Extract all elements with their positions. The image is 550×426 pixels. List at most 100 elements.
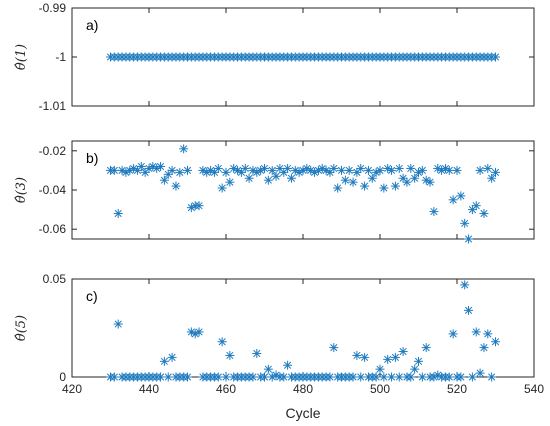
panel-b-axes	[71, 140, 535, 240]
panel-c-point	[375, 364, 385, 374]
panel-c-point	[109, 372, 119, 382]
panel-c-point	[325, 372, 335, 382]
panel-c-point	[221, 372, 231, 382]
panel-c-point	[225, 350, 235, 360]
panel-b-point	[171, 181, 181, 191]
panel-c-point	[487, 372, 497, 382]
panel-c-ylabel: θ̂(5)	[14, 315, 29, 341]
panel-a-label: a)	[86, 17, 98, 33]
x-tick-label: 440	[139, 382, 159, 396]
panel-b-point	[236, 167, 246, 177]
panel-b-point	[329, 163, 339, 173]
panel-c-point	[371, 372, 381, 382]
panel-c-point	[417, 372, 427, 382]
panel-b-point	[483, 163, 493, 173]
panel-c-ytick-label: 0.05	[43, 272, 67, 286]
panel-c-point	[183, 372, 192, 382]
panel-b-point	[475, 165, 485, 175]
x-tick-label: 460	[216, 382, 236, 396]
panel-c-point	[113, 319, 123, 329]
panel-b-point	[410, 173, 420, 183]
panel-b-ylabel: θ̂(3)	[14, 177, 29, 203]
panel-b-point	[225, 177, 235, 187]
panel-b-point	[360, 181, 370, 191]
panel-c-point	[444, 372, 454, 382]
panel-a-point	[491, 52, 500, 62]
panel-c-point	[190, 329, 200, 339]
panel-b-point	[344, 165, 354, 175]
panel-b-ytick-label: -0.04	[39, 183, 67, 197]
panel-c-point	[252, 348, 262, 358]
panel-c-point	[479, 343, 489, 353]
panel-b-point	[417, 165, 427, 175]
panel-b-point	[156, 161, 166, 171]
x-axis-label: Cycle	[285, 405, 320, 421]
panel-c-point	[406, 372, 416, 382]
panel-b-point	[464, 234, 474, 244]
panel-c-point	[194, 327, 204, 337]
panel-c-point	[410, 364, 420, 374]
panel-c-point	[263, 364, 273, 374]
panel-b-point	[244, 173, 254, 183]
panel-b-point	[371, 167, 381, 177]
panel-b-point	[283, 163, 293, 173]
panel-a-ytick-label: -1	[55, 50, 66, 64]
panel-c-point	[398, 347, 408, 357]
panel-b-point	[260, 163, 269, 173]
panel-c-ytick-label: 0	[59, 370, 66, 384]
panel-b-point	[406, 163, 416, 173]
panel-c-point	[467, 372, 477, 382]
x-tick-label: 420	[62, 382, 82, 396]
panel-b-point	[213, 163, 223, 173]
panel-b-ytick-label: -0.02	[39, 144, 67, 158]
panel-c-yticks: 00.05	[43, 272, 534, 384]
x-tick-label: 480	[293, 382, 313, 396]
panel-c-point	[460, 280, 470, 290]
panel-b-point	[390, 181, 400, 191]
panel-b-point	[113, 209, 123, 219]
panel-b-point	[479, 209, 489, 219]
panel-b-point	[271, 171, 281, 181]
panel-b-point	[183, 165, 192, 175]
panel-b-point	[290, 165, 300, 175]
panel-c-point	[448, 329, 458, 339]
panel-b-point	[348, 177, 358, 187]
panel-b-point	[398, 173, 408, 183]
panel-b-points	[106, 144, 500, 244]
panel-b-point	[159, 175, 169, 185]
panel-c-point	[456, 372, 466, 382]
panel-c-point	[464, 305, 474, 315]
panel-b-point	[167, 165, 177, 175]
panel-b-point	[310, 167, 320, 177]
panel-c-point	[248, 372, 258, 382]
panel-b-point	[429, 207, 439, 217]
panel-c-point	[159, 356, 169, 366]
panel-c-point	[491, 337, 500, 347]
panel-b-point	[491, 167, 500, 177]
panel-c-point	[483, 329, 493, 339]
x-tick-label: 520	[447, 382, 467, 396]
panel-c-axes	[71, 278, 535, 378]
panel-c-point	[283, 360, 293, 370]
panel-b-point	[256, 165, 266, 175]
panel-c-point	[348, 372, 358, 382]
panel-b-point	[356, 163, 366, 173]
panel-c-point	[260, 372, 269, 382]
panel-b-point	[340, 175, 350, 185]
panel-a-ytick-label: -0.99	[39, 1, 67, 15]
panel-b-point	[263, 175, 273, 185]
panel-b-point	[221, 167, 231, 177]
panel-c-point	[387, 372, 397, 382]
panel-c-point	[360, 352, 370, 362]
panel-b-point	[444, 165, 454, 175]
panel-c-xticks: 420 440 460 480 500 520 540	[62, 279, 544, 396]
panel-b-point	[394, 163, 404, 173]
panel-c-points	[106, 280, 500, 382]
panel-b-point	[448, 195, 458, 205]
panel-c-point	[217, 337, 227, 347]
panel-c-point	[379, 372, 389, 382]
panel-a-points	[106, 52, 500, 62]
panel-b-point	[175, 167, 185, 177]
panel-b-point	[240, 163, 250, 173]
